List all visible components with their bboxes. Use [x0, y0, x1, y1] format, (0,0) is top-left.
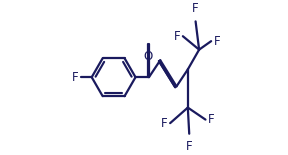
Text: F: F — [72, 71, 79, 84]
Text: F: F — [192, 2, 199, 15]
Text: F: F — [214, 35, 221, 48]
Text: F: F — [161, 117, 167, 130]
Text: O: O — [144, 50, 153, 63]
Text: F: F — [173, 30, 180, 43]
Text: F: F — [208, 113, 215, 126]
Text: F: F — [186, 140, 193, 153]
